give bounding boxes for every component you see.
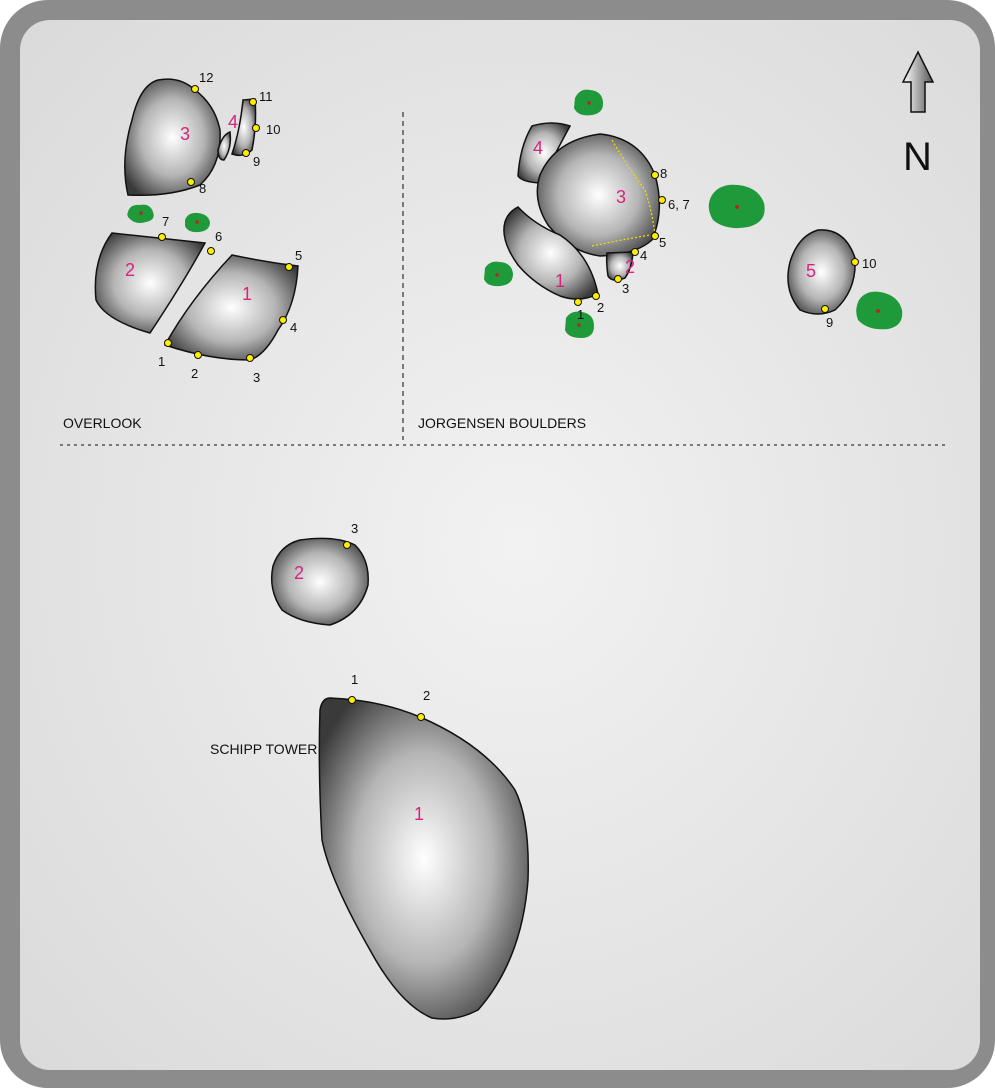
problem-number: 4 [640,248,647,263]
tree-icon [484,261,513,287]
boulder-overlook-1 [163,254,299,361]
area-title-overlook: OVERLOOK [63,415,142,431]
problem-number: 5 [659,235,666,250]
problem-number: 8 [660,166,667,181]
problem-number: 2 [597,300,604,315]
problem-number: 4 [290,320,297,335]
tree-icon [574,89,604,116]
problem-marker-icon [574,171,859,313]
problem-number: 3 [622,281,629,296]
tree-icon [565,311,594,338]
boulder-jorgensen-3-feature [611,139,656,236]
problem-number: 6 [215,229,222,244]
boulder-jorgensen-5 [787,229,856,315]
problem-marker-icon [343,541,425,721]
overlook-area: 1 2 3 4 1 2 3 4 [63,70,302,431]
problem-number: 8 [199,181,206,196]
boulder-overlook-4a [217,130,232,161]
problem-number: 6, 7 [668,197,690,212]
boulder-label: 4 [228,112,238,132]
north-arrow-icon [901,50,935,113]
boulder-label: 2 [125,260,135,280]
boulder-label: 1 [242,284,252,304]
problem-number: 3 [253,370,260,385]
boulder-label: 4 [533,138,543,158]
tree-icon [708,184,765,229]
boulder-label: 3 [616,187,626,207]
boulder-schipp-1 [318,697,529,1020]
tree-icon [185,212,210,233]
problem-number: 2 [423,688,430,703]
problem-number: 5 [295,248,302,263]
boulder-overlook-2 [94,232,207,334]
boulder-jorgensen-3-feature [591,234,651,247]
problem-number: 3 [351,521,358,536]
tree-icon [127,204,154,223]
problem-number: 1 [351,672,358,687]
area-title-jorgensen: JORGENSEN BOULDERS [418,415,586,431]
boulder-label: 1 [414,804,424,824]
boulder-label: 5 [806,261,816,281]
problem-number: 9 [826,315,833,330]
north-label: N [903,135,932,179]
boulder-label: 2 [625,257,635,277]
jorgensen-area: 1 2 3 4 5 [418,89,903,431]
boulder-schipp-2 [270,537,369,626]
problem-number: 12 [199,70,213,85]
problem-number: 11 [259,89,273,104]
problem-number: 9 [253,154,260,169]
schipp-area: 1 2 1 2 3 SCHIPP TOWER [210,521,529,1020]
tree-icon [856,291,903,330]
problem-marker-icon [158,85,293,362]
problem-number: 1 [577,307,584,322]
area-title-schipp: SCHIPP TOWER [210,741,317,757]
boulder-label: 1 [555,271,565,291]
problem-number: 7 [162,214,169,229]
problem-number: 2 [191,366,198,381]
problem-number: 10 [266,122,280,137]
problem-number: 10 [862,256,876,271]
boulder-label: 3 [180,124,190,144]
problem-number: 1 [158,354,165,369]
boulder-jorgensen-1 [503,206,599,300]
boulder-label: 2 [294,563,304,583]
